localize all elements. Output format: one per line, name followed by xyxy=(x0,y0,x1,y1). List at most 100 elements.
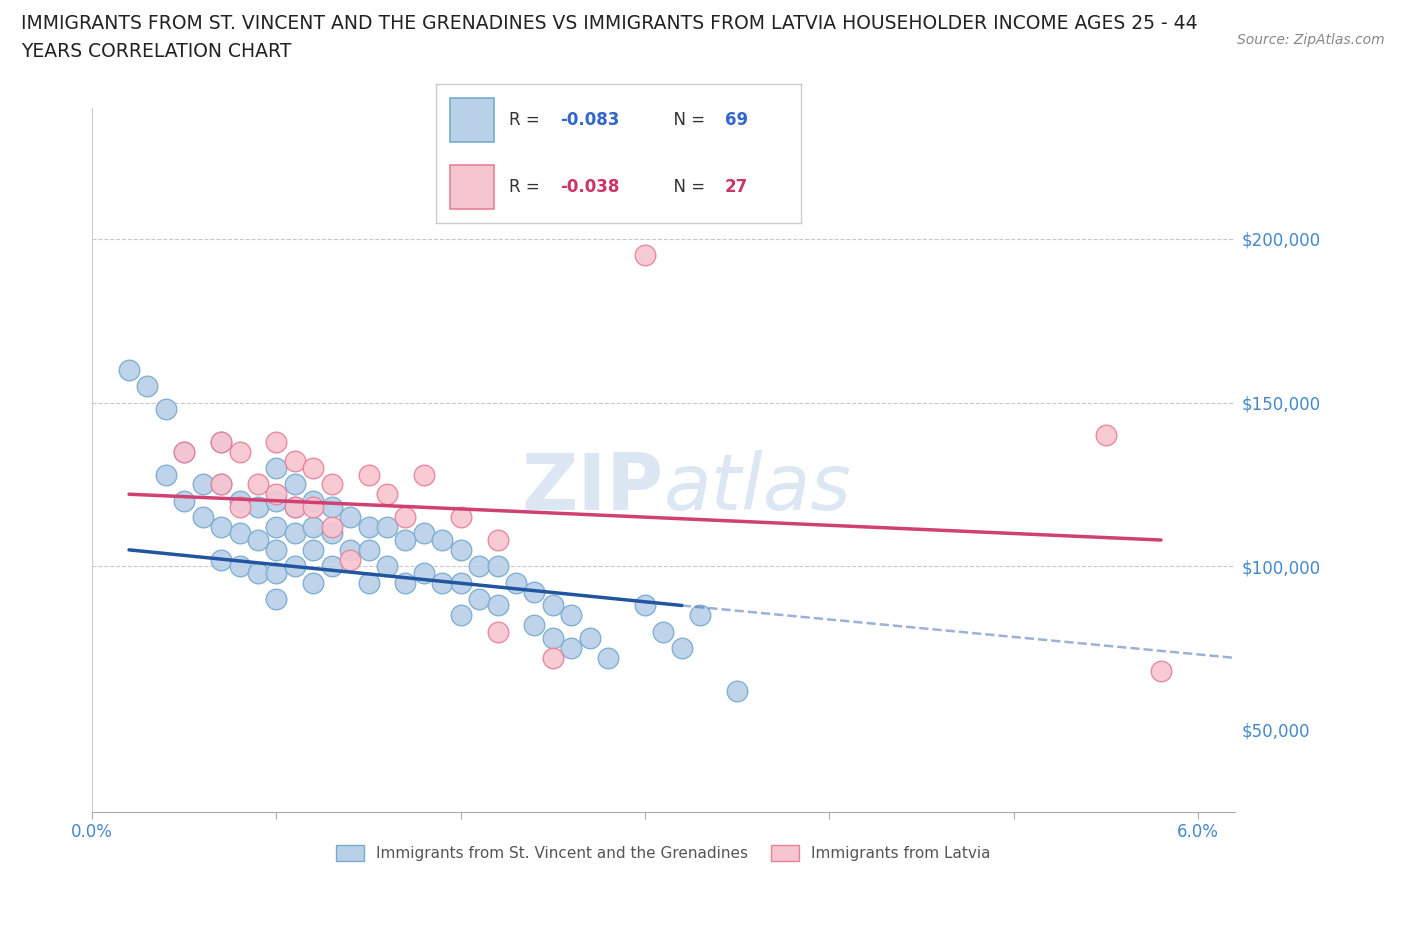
Point xyxy=(1094,428,1116,443)
FancyBboxPatch shape xyxy=(450,165,495,209)
Point xyxy=(209,477,232,492)
Point xyxy=(284,499,307,514)
Point xyxy=(266,542,288,557)
Point xyxy=(321,559,343,574)
Legend: Immigrants from St. Vincent and the Grenadines, Immigrants from Latvia: Immigrants from St. Vincent and the Gren… xyxy=(330,839,997,868)
Point xyxy=(357,520,380,535)
Point xyxy=(541,650,564,665)
Point xyxy=(266,493,288,508)
Point xyxy=(486,598,509,613)
Point xyxy=(228,499,250,514)
Text: 69: 69 xyxy=(724,111,748,129)
Point xyxy=(560,641,582,656)
Point xyxy=(284,454,307,469)
Text: N =: N = xyxy=(662,111,710,129)
Point xyxy=(394,510,416,525)
Point xyxy=(302,493,325,508)
Point xyxy=(357,575,380,590)
Text: IMMIGRANTS FROM ST. VINCENT AND THE GRENADINES VS IMMIGRANTS FROM LATVIA HOUSEHO: IMMIGRANTS FROM ST. VINCENT AND THE GREN… xyxy=(21,14,1198,33)
Point xyxy=(173,493,195,508)
Point xyxy=(357,467,380,482)
Point xyxy=(486,624,509,639)
Point xyxy=(671,173,693,188)
Point xyxy=(155,402,177,417)
Point xyxy=(671,641,693,656)
Point xyxy=(302,575,325,590)
Point xyxy=(228,493,250,508)
Point xyxy=(284,477,307,492)
Point xyxy=(228,445,250,459)
Point xyxy=(412,467,434,482)
Point xyxy=(432,533,454,548)
Text: Source: ZipAtlas.com: Source: ZipAtlas.com xyxy=(1237,33,1385,46)
Point xyxy=(339,542,361,557)
Point xyxy=(578,631,600,645)
Point xyxy=(284,526,307,541)
Point xyxy=(486,533,509,548)
Point xyxy=(541,598,564,613)
Text: N =: N = xyxy=(662,178,710,196)
Point xyxy=(725,684,748,698)
Point xyxy=(432,575,454,590)
Point xyxy=(228,559,250,574)
Point xyxy=(652,624,675,639)
Point xyxy=(118,363,141,378)
Point xyxy=(339,552,361,567)
Point xyxy=(191,477,214,492)
Point xyxy=(191,510,214,525)
Point xyxy=(284,559,307,574)
Point xyxy=(321,526,343,541)
Point xyxy=(375,520,398,535)
Point xyxy=(247,477,270,492)
Point xyxy=(375,486,398,501)
Point xyxy=(321,499,343,514)
Point xyxy=(560,608,582,623)
Point xyxy=(209,552,232,567)
Point xyxy=(266,565,288,580)
Point xyxy=(598,650,620,665)
Point xyxy=(136,379,159,393)
Point xyxy=(266,591,288,606)
Point xyxy=(209,434,232,449)
Point xyxy=(339,510,361,525)
Point xyxy=(450,542,472,557)
Point xyxy=(523,618,546,632)
Point xyxy=(266,434,288,449)
Point xyxy=(375,559,398,574)
Text: -0.038: -0.038 xyxy=(560,178,620,196)
Point xyxy=(689,608,711,623)
Point xyxy=(541,631,564,645)
Point xyxy=(173,445,195,459)
Point xyxy=(209,477,232,492)
Text: R =: R = xyxy=(509,178,546,196)
Point xyxy=(155,467,177,482)
Point xyxy=(394,575,416,590)
Point xyxy=(266,486,288,501)
Point xyxy=(284,499,307,514)
Point xyxy=(321,477,343,492)
Point xyxy=(209,434,232,449)
Point xyxy=(450,510,472,525)
Point xyxy=(412,565,434,580)
Point xyxy=(450,575,472,590)
Point xyxy=(302,520,325,535)
Point xyxy=(634,598,657,613)
Point xyxy=(486,559,509,574)
Point xyxy=(266,460,288,475)
Point xyxy=(468,559,491,574)
Text: ZIP: ZIP xyxy=(522,450,664,526)
Point xyxy=(247,499,270,514)
Text: YEARS CORRELATION CHART: YEARS CORRELATION CHART xyxy=(21,42,291,60)
Point xyxy=(302,460,325,475)
Point xyxy=(302,499,325,514)
Point xyxy=(412,526,434,541)
Text: R =: R = xyxy=(509,111,546,129)
Point xyxy=(209,520,232,535)
Text: atlas: atlas xyxy=(664,450,851,526)
Point xyxy=(1150,663,1173,678)
Point xyxy=(505,575,527,590)
Point xyxy=(302,542,325,557)
Point xyxy=(247,565,270,580)
Point xyxy=(394,533,416,548)
Point xyxy=(357,542,380,557)
